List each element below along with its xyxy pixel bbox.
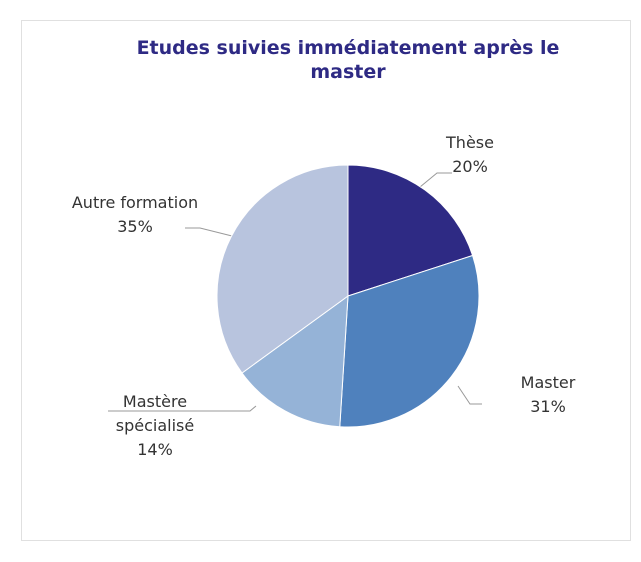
leader-line	[108, 405, 257, 412]
pie-slice	[347, 164, 474, 297]
leader-line	[457, 385, 482, 405]
slice-value-label: 31%	[530, 397, 566, 416]
slice-label: Autre formation	[71, 193, 199, 212]
pie-slice	[216, 164, 349, 374]
slice-label: Thèse	[446, 133, 494, 152]
pie-slice	[241, 294, 349, 428]
slice-value-label: 35%	[117, 217, 153, 236]
chart-title: Etudes suivies immédiatement après le ma…	[136, 37, 560, 83]
slice-label: Master	[520, 373, 576, 392]
pie-slice	[339, 254, 480, 428]
slice-value-label: 14%	[137, 440, 173, 459]
leader-line	[419, 172, 452, 188]
slice-value-label: 20%	[452, 157, 488, 176]
slice-label: Mastère spécialisé	[115, 392, 195, 435]
leader-line	[185, 227, 233, 237]
